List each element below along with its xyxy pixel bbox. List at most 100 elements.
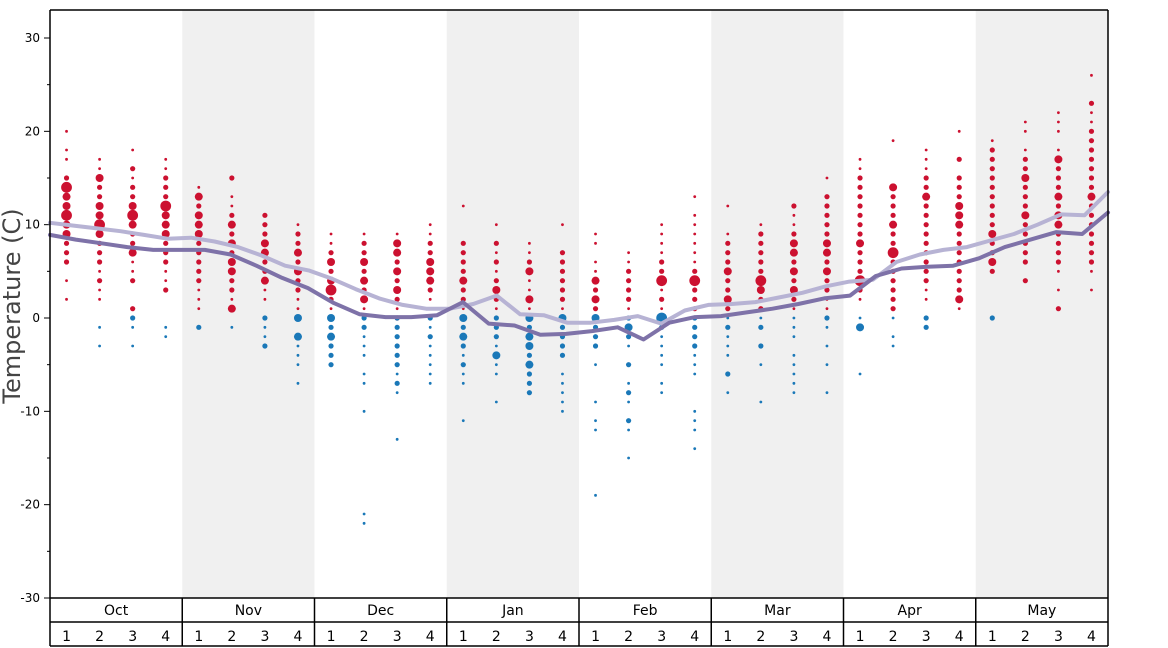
warm-dot (890, 306, 896, 312)
cold-dot (627, 400, 630, 404)
cold-dot (891, 344, 895, 348)
warm-dot (98, 297, 101, 301)
week-label: 2 (756, 629, 765, 645)
cold-dot (758, 343, 764, 349)
warm-dot (660, 307, 664, 311)
cold-dot (989, 315, 995, 321)
warm-dot (360, 258, 369, 266)
warm-dot (660, 251, 664, 255)
cold-dot (362, 372, 366, 376)
week-label: 2 (227, 629, 236, 645)
warm-dot (889, 220, 898, 229)
warm-dot (924, 297, 928, 301)
warm-dot (755, 275, 767, 287)
cold-dot (627, 428, 630, 432)
warm-dot (1057, 120, 1060, 124)
warm-dot (427, 250, 433, 256)
warm-dot (528, 307, 531, 311)
cold-dot (625, 390, 632, 396)
week-label: 2 (889, 629, 898, 645)
week-label: 1 (62, 629, 71, 645)
warm-dot (161, 220, 170, 229)
warm-dot (164, 269, 168, 273)
cold-dot (98, 344, 101, 348)
warm-dot (1057, 269, 1060, 273)
cold-dot (825, 363, 829, 367)
warm-dot (890, 287, 896, 293)
cold-dot (792, 391, 796, 395)
warm-dot (262, 259, 268, 265)
cold-dot (625, 334, 632, 340)
warm-dot (1022, 222, 1028, 228)
cold-dot (263, 335, 267, 339)
warm-dot (260, 239, 269, 248)
warm-dot (65, 157, 68, 161)
warm-dot (822, 239, 831, 248)
warm-dot (197, 297, 201, 301)
warm-dot (559, 268, 566, 274)
warm-dot (426, 276, 435, 285)
cold-dot (428, 353, 432, 357)
week-label: 1 (988, 629, 997, 645)
warm-dot (890, 296, 896, 302)
warm-dot (494, 223, 498, 227)
warm-dot (295, 287, 301, 293)
month-shading (182, 10, 1108, 598)
warm-dot (725, 278, 731, 284)
week-label: 2 (360, 629, 369, 645)
cold-dot (858, 372, 862, 376)
warm-dot (1055, 259, 1062, 265)
warm-dot (1088, 128, 1095, 134)
warm-dot (923, 203, 929, 209)
warm-dot (393, 286, 402, 294)
cold-dot (494, 400, 498, 404)
warm-dot (1022, 166, 1028, 172)
warm-dot (1022, 156, 1028, 162)
warm-dot (460, 268, 466, 274)
cold-dot (395, 437, 399, 441)
warm-dot (627, 260, 630, 264)
warm-dot (758, 250, 764, 256)
cold-dot (263, 325, 267, 329)
warm-dot (295, 240, 301, 246)
cold-dot (296, 363, 300, 367)
warm-dot (758, 268, 764, 274)
cold-dot (758, 324, 764, 330)
warm-dot (1088, 147, 1095, 153)
cold-dot (327, 314, 336, 322)
warm-dot (824, 231, 830, 237)
cold-dot (660, 344, 664, 348)
warm-dot (427, 240, 433, 246)
warm-dot (528, 251, 531, 255)
cold-dot (592, 334, 599, 340)
cold-dot (891, 316, 895, 320)
warm-dot (131, 269, 135, 273)
warm-dot (561, 307, 564, 311)
warm-dot (924, 167, 928, 171)
cold-dot (494, 363, 498, 367)
warm-dot (96, 194, 103, 200)
warm-dot (689, 275, 701, 287)
cold-dot (726, 353, 730, 357)
warm-dot (857, 203, 863, 209)
warm-dot (194, 220, 203, 229)
warm-dot (98, 157, 101, 161)
warm-dot (128, 248, 137, 257)
warm-dot (559, 250, 566, 256)
cold-dot (625, 362, 632, 368)
warm-dot (95, 174, 104, 182)
warm-dot (1088, 184, 1095, 190)
warm-dot (62, 192, 71, 201)
warm-dot (890, 203, 896, 209)
cold-dot (362, 344, 366, 348)
warm-dot (1057, 129, 1060, 133)
cold-dot (428, 344, 432, 348)
warm-dot (957, 129, 961, 133)
warm-dot (559, 287, 566, 293)
cold-dot (759, 316, 763, 320)
warm-dot (857, 175, 863, 181)
cold-dot (627, 344, 630, 348)
warm-dot (229, 287, 235, 293)
warm-dot (197, 288, 201, 292)
